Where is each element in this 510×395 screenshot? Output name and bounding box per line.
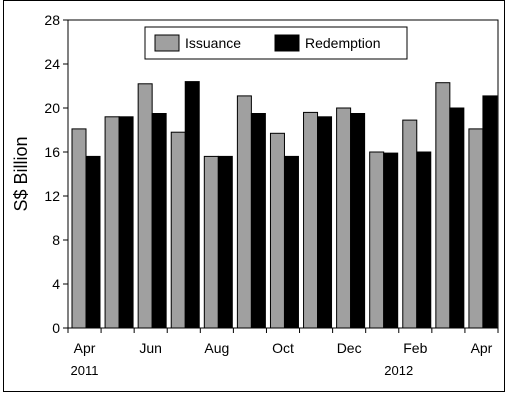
legend-label-issuance: Issuance (185, 35, 241, 51)
bar-redemption-1 (118, 116, 134, 329)
bar-redemption-0 (85, 155, 101, 329)
year-label-1: 2012 (384, 363, 413, 378)
x-tick-label-2: Jun (139, 340, 162, 356)
bar-redemption-7 (317, 116, 333, 329)
x-tick-label-12: Apr (471, 340, 493, 356)
bar-redemption-2 (151, 113, 167, 329)
x-tick-label-10: Feb (403, 340, 427, 356)
bars-layer (71, 81, 498, 329)
bar-redemption-10 (416, 151, 432, 329)
y-tick-label-12: 12 (44, 188, 60, 204)
bar-redemption-8 (350, 113, 366, 329)
bar-issuance-7 (303, 111, 319, 329)
bar-issuance-4 (203, 155, 219, 329)
y-tick-label-0: 0 (52, 320, 60, 336)
bar-issuance-11 (435, 82, 451, 329)
bar-issuance-9 (369, 151, 385, 329)
y-tick-label-4: 4 (52, 276, 60, 292)
x-tick-label-0: Apr (74, 340, 96, 356)
y-tick-label-20: 20 (44, 100, 60, 116)
legend-label-redemption: Redemption (305, 35, 381, 51)
y-tick-label-16: 16 (44, 144, 60, 160)
bar-issuance-2 (137, 83, 153, 329)
legend-swatch-redemption (274, 34, 300, 52)
bar-issuance-5 (236, 95, 252, 329)
bar-redemption-9 (383, 152, 399, 329)
plot-area-border (67, 19, 499, 329)
bar-redemption-5 (250, 113, 266, 329)
axes-layer: 0 4 8 12 16 20 24 28 Apr Jun Aug Oct Dec Feb Apr 2011 20… (44, 12, 499, 378)
x-tick-label-8: Dec (337, 340, 362, 356)
bar-issuance-3 (170, 131, 186, 329)
bar-redemption-12 (482, 95, 498, 329)
bar-redemption-11 (449, 107, 465, 329)
bar-issuance-10 (402, 119, 418, 329)
x-tick-label-4: Aug (204, 340, 229, 356)
y-tick-label-8: 8 (52, 232, 60, 248)
y-tick-label-28: 28 (44, 12, 60, 28)
bar-issuance-1 (104, 116, 120, 329)
x-tick-label-6: Oct (272, 340, 294, 356)
bar-redemption-3 (184, 81, 200, 329)
year-label-0: 2011 (71, 363, 99, 378)
bar-issuance-0 (71, 128, 87, 329)
bar-issuance-12 (468, 128, 484, 329)
legend: Issuance Redemption (144, 26, 408, 60)
chart-frame (3, 0, 505, 392)
bar-redemption-6 (283, 155, 299, 329)
legend-swatch-issuance (154, 34, 180, 52)
bar-issuance-8 (336, 107, 352, 329)
y-tick-label-24: 24 (44, 56, 60, 72)
y-axis-title: S$ Billion (11, 136, 31, 211)
bar-redemption-4 (217, 155, 233, 329)
bar-issuance-6 (269, 132, 285, 329)
